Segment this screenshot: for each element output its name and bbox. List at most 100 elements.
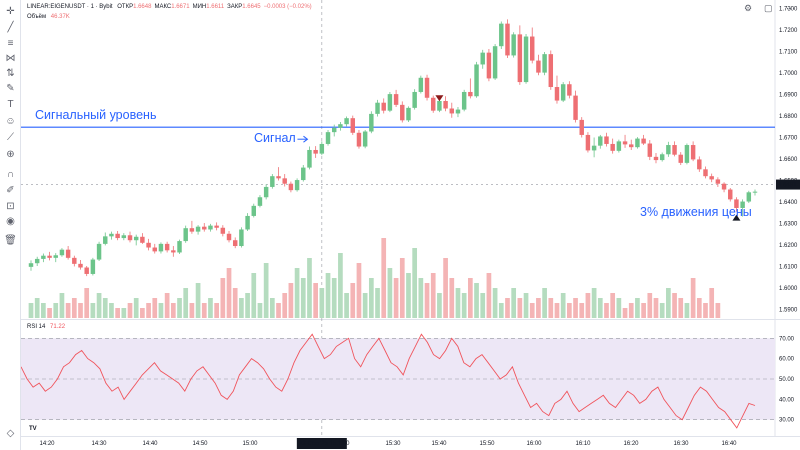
candle-body [90, 259, 96, 274]
ohlc-item: ОТКР1.6648 [117, 4, 151, 10]
trend-line-icon[interactable]: ╱ [7, 22, 14, 33]
volume-legend: Объём 46.37K [27, 14, 70, 20]
volume-bar [300, 278, 306, 318]
time-tick-label: 14:20 [39, 441, 55, 447]
candle-body [573, 95, 578, 120]
collapse-toolbar-icon[interactable]: ◇ [6, 428, 15, 439]
volume-bar [127, 303, 133, 318]
volume-bar [492, 288, 498, 318]
ohlc-key: МАКС [154, 4, 172, 10]
volume-bar [276, 303, 281, 318]
volume-bar [71, 298, 77, 318]
price-tick-label: 1.7000 [779, 71, 798, 77]
candle-body [709, 176, 714, 180]
candle-body [140, 236, 145, 243]
candle-body [690, 145, 696, 160]
magnet-icon[interactable]: ∩ [6, 169, 15, 180]
candle-body [542, 54, 547, 73]
volume-bar [684, 303, 690, 318]
rsi-tick-label: 60.00 [779, 357, 795, 363]
current-price-badge [776, 179, 800, 190]
candle-body [647, 143, 653, 157]
volume-bar [430, 273, 436, 318]
volume-bar [34, 298, 40, 318]
chart-canvas[interactable]: 1.7300 1.7200 1.7100 1.7000 1.6900 1.6800 1.67… [21, 0, 800, 450]
candle-body [697, 159, 702, 170]
volume-bar [610, 293, 616, 318]
settings-icon[interactable]: ⚙ [744, 3, 753, 13]
candle-body [449, 108, 455, 114]
volume-value: 46.37K [50, 14, 70, 20]
volume-bar [690, 278, 696, 318]
candle-body [492, 46, 498, 79]
candle-body [554, 87, 560, 101]
volume-bar [183, 288, 189, 318]
candle-body [740, 201, 745, 208]
ohlc-item: ЗАКР1.6645 [227, 4, 260, 10]
symbol-title[interactable]: LINEAR:EIGENUSDT · 1 · Bybit [27, 4, 113, 10]
candle-body [350, 118, 356, 133]
lock-icon[interactable]: ⊡ [6, 201, 15, 212]
candle-body [598, 136, 603, 146]
crosshair-icon[interactable]: ✛ [6, 6, 15, 17]
candle-body [406, 107, 411, 121]
candle-body [418, 77, 424, 92]
candle-body [616, 141, 622, 151]
ohlc-item: МАКС1.6671 [154, 4, 189, 10]
candle-body [220, 227, 226, 234]
lock-drawing-icon[interactable]: ✐ [6, 185, 15, 196]
volume-bar [412, 248, 418, 318]
candle-body [301, 167, 306, 181]
eye-icon[interactable]: ◉ [6, 216, 15, 227]
candle-body [47, 255, 52, 258]
candle-body [517, 34, 523, 83]
volume-bar [90, 303, 96, 318]
volume-bar [78, 303, 83, 318]
fib-icon[interactable]: ≡ [7, 38, 14, 49]
rsi-value: 71.22 [50, 324, 66, 330]
candle-body [585, 134, 591, 151]
volume-bar [356, 263, 362, 318]
more-icon[interactable]: ⋯ [786, 3, 795, 13]
drawing-toolbar: ✛ ╱ ≡ ⋈ ⇅ ✎ T ☺ ⟋ ⊕ ∩ ✐ ⊡ ◉ 🗑 ◇ [0, 0, 21, 450]
rsi-tick-label: 30.00 [779, 418, 795, 424]
volume-bar [486, 273, 492, 318]
volume-bar [529, 303, 535, 318]
zoom-icon[interactable]: ⊕ [6, 149, 15, 160]
candle-body [208, 225, 213, 230]
candle-body [288, 183, 294, 191]
text-icon[interactable]: T [7, 99, 14, 110]
ruler-icon[interactable]: ⟋ [7, 132, 14, 143]
volume-bar [195, 283, 201, 318]
volume-bar [437, 293, 442, 318]
screenshot-icon[interactable]: ▢ [764, 3, 773, 13]
candle-body [635, 138, 640, 148]
volume-bar [269, 298, 275, 318]
candle-body [103, 236, 108, 244]
time-tick-label: 16:40 [721, 441, 737, 447]
candle-body [430, 97, 436, 111]
volume-bar [288, 283, 294, 318]
volume-bar [635, 298, 640, 318]
price-tick-label: 1.6600 [779, 157, 798, 163]
trash-icon[interactable]: 🗑 [4, 235, 17, 246]
projection-icon[interactable]: ⇅ [6, 68, 15, 79]
candle-body [375, 102, 380, 114]
brush-icon[interactable]: ✎ [6, 83, 15, 94]
ohlc-item: МИН1.6611 [193, 4, 225, 10]
ohlc-value: −0.0003 (−0.02%) [263, 4, 312, 10]
volume-bar [585, 293, 591, 318]
pattern-icon[interactable]: ⋈ [5, 53, 16, 64]
price-tick-label: 1.6200 [779, 243, 798, 249]
volume-bar [170, 303, 176, 318]
candle-body [338, 124, 343, 128]
candle-body [109, 233, 114, 237]
candle-body [65, 249, 71, 258]
ohlc-value: 1.6671 [171, 4, 190, 10]
volume-bar [177, 298, 182, 318]
emoji-icon[interactable]: ☺ [5, 116, 16, 127]
rsi-band [21, 338, 775, 420]
volume-bar [257, 303, 263, 318]
time-tick-label: 16:10 [575, 441, 591, 447]
volume-bar [647, 293, 653, 318]
